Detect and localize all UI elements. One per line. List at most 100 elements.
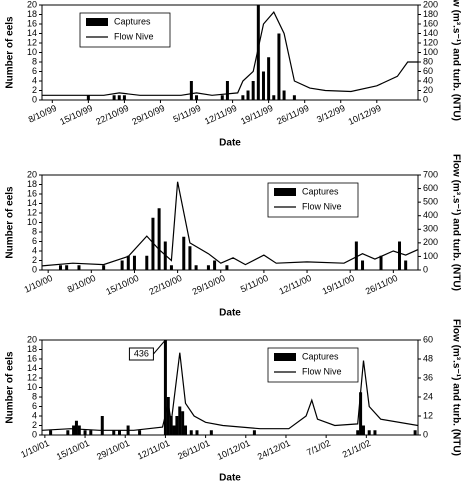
bar bbox=[367, 430, 371, 435]
bar bbox=[379, 255, 383, 270]
bar bbox=[74, 420, 78, 435]
y-tick-label: 4 bbox=[32, 410, 37, 420]
bar bbox=[100, 416, 104, 435]
bar bbox=[169, 416, 173, 435]
bar bbox=[356, 430, 360, 435]
bar bbox=[66, 430, 70, 435]
y-tick-label: 14 bbox=[27, 198, 37, 208]
y-tick-label: 18 bbox=[27, 179, 37, 189]
legend-label: Captures bbox=[114, 16, 151, 26]
x-axis-label: Date bbox=[219, 138, 241, 149]
x-tick-label: 10/12/99 bbox=[347, 103, 383, 127]
y-tick-label: 10 bbox=[27, 382, 37, 392]
bar bbox=[251, 81, 255, 100]
bar bbox=[83, 430, 87, 435]
y-tick-label: 0 bbox=[32, 264, 37, 274]
y-tick-label: 16 bbox=[27, 18, 37, 28]
x-tick-label: 19/11/99 bbox=[239, 103, 274, 127]
x-tick-label: 26/11/01 bbox=[176, 438, 211, 462]
bar bbox=[246, 90, 250, 100]
y-tick-label: 12 bbox=[27, 372, 37, 382]
flow-line bbox=[42, 11, 418, 96]
y2-tick-label: 100 bbox=[423, 251, 438, 261]
bar bbox=[86, 95, 90, 100]
x-tick-label: 1/10/01 bbox=[19, 438, 50, 460]
legend-label: Captures bbox=[302, 351, 339, 361]
x-tick-label: 21/1/02 bbox=[341, 438, 372, 460]
y2-tick-label: 36 bbox=[423, 372, 433, 382]
bar bbox=[194, 265, 198, 270]
plot-frame bbox=[41, 174, 419, 271]
y-tick-label: 8 bbox=[32, 391, 37, 401]
y2-tick-label: 400 bbox=[423, 210, 438, 220]
x-tick-label: 26/11/99 bbox=[275, 103, 310, 127]
y2-tick-label: 200 bbox=[423, 237, 438, 247]
bar bbox=[89, 430, 93, 435]
y2-tick-label: 120 bbox=[423, 37, 438, 47]
y-tick-label: 12 bbox=[27, 207, 37, 217]
bar bbox=[112, 95, 116, 100]
y-tick-label: 14 bbox=[27, 363, 37, 373]
y2-tick-label: 48 bbox=[423, 353, 433, 363]
x-tick-label: 19/11/00 bbox=[321, 273, 356, 297]
bar bbox=[398, 241, 402, 270]
x-tick-label: 26/11/00 bbox=[364, 273, 399, 297]
y-tick-label: 8 bbox=[32, 226, 37, 236]
x-axis-label: Date bbox=[219, 473, 241, 484]
x-tick-label: 24/12/01 bbox=[256, 438, 292, 462]
y-tick-label: 6 bbox=[32, 236, 37, 246]
x-tick-label: 8/10/99 bbox=[27, 103, 58, 125]
bar bbox=[225, 265, 229, 270]
x-tick-label: 29/10/99 bbox=[130, 103, 166, 127]
bar bbox=[65, 265, 69, 270]
x-tick-label: 5/11/99 bbox=[172, 103, 203, 124]
x-tick-label: 22/10/99 bbox=[94, 103, 130, 127]
legend-swatch bbox=[274, 188, 296, 196]
y-axis-label: Number of eels bbox=[5, 351, 16, 424]
bar bbox=[72, 425, 76, 435]
bar bbox=[277, 33, 281, 100]
y2-tick-label: 12 bbox=[423, 410, 433, 420]
legend-swatch bbox=[86, 18, 108, 26]
annotation-pointer bbox=[153, 339, 166, 355]
y-tick-label: 10 bbox=[27, 47, 37, 57]
bar bbox=[184, 425, 188, 435]
y-tick-label: 4 bbox=[32, 245, 37, 255]
y2-tick-label: 20 bbox=[423, 85, 433, 95]
legend-label: Flow Nive bbox=[302, 201, 342, 211]
y2-tick-label: 600 bbox=[423, 183, 438, 193]
bar bbox=[272, 95, 276, 100]
bar bbox=[220, 95, 224, 100]
y-tick-label: 2 bbox=[32, 255, 37, 265]
y2-tick-label: 140 bbox=[423, 28, 438, 38]
y-tick-label: 4 bbox=[32, 75, 37, 85]
bar bbox=[77, 425, 81, 435]
y2-tick-label: 500 bbox=[423, 197, 438, 207]
y2-tick-label: 60 bbox=[423, 334, 433, 344]
y2-tick-label: 0 bbox=[423, 429, 428, 439]
y2-tick-label: 24 bbox=[423, 391, 433, 401]
bar bbox=[373, 430, 377, 435]
bar bbox=[169, 265, 173, 270]
x-tick-label: 15/10/99 bbox=[58, 103, 94, 127]
y-tick-label: 12 bbox=[27, 37, 37, 47]
plot-area bbox=[42, 340, 418, 435]
bar bbox=[188, 246, 192, 270]
bar bbox=[181, 411, 185, 435]
x-tick-label: 22/10/00 bbox=[147, 273, 183, 297]
x-tick-label: 15/10/00 bbox=[104, 273, 140, 297]
y2-tick-label: 700 bbox=[423, 169, 438, 179]
bar bbox=[172, 425, 176, 435]
y2-tick-label: 160 bbox=[423, 18, 438, 28]
y-tick-label: 6 bbox=[32, 66, 37, 76]
bar bbox=[122, 95, 126, 100]
bar bbox=[182, 236, 186, 270]
y2-tick-label: 80 bbox=[423, 56, 433, 66]
legend-label: Captures bbox=[302, 186, 339, 196]
y-tick-label: 20 bbox=[27, 334, 37, 344]
plot-area bbox=[42, 181, 418, 270]
y-tick-label: 14 bbox=[27, 28, 37, 38]
bar bbox=[120, 260, 124, 270]
flow-line bbox=[42, 181, 418, 267]
